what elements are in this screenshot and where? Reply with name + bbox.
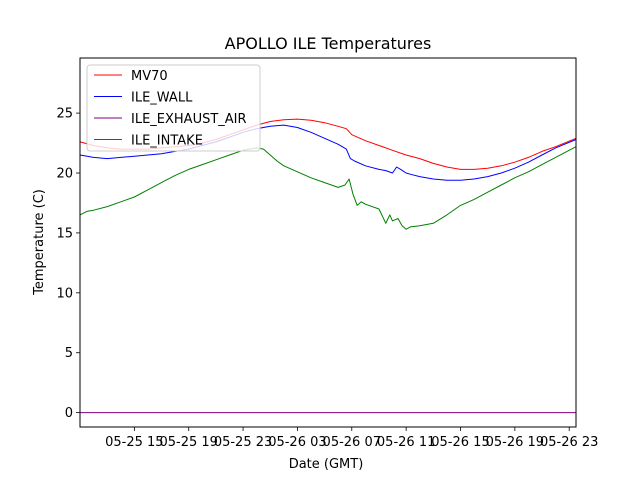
chart-title: APOLLO ILE Temperatures [225,34,432,53]
series-line-ile-intake [79,146,577,230]
legend: MV70 ILE_WALL ILE_EXHAUST_AIR ILE_INTAKE [86,64,261,152]
x-tick-label: 05-25 15 [105,435,163,450]
x-axis-label: Date (GMT) [289,457,364,472]
plot-frame [79,57,577,428]
y-tick-label: 5 [65,346,73,361]
y-tick-label: 15 [56,226,73,241]
x-tick-label: 05-26 23 [540,435,598,450]
x-tick-label: 05-26 03 [268,435,326,450]
y-tick-label: 10 [56,286,73,301]
legend-label-mv70: MV70 [131,69,168,84]
x-tick-label: 05-26 11 [377,435,435,450]
x-tick-label: 05-26 19 [486,435,544,450]
y-tick-label: 20 [56,167,73,182]
legend-label-ile-intake: ILE_INTAKE [131,134,203,149]
x-tick-label: 05-25 19 [159,435,217,450]
x-tick-label: 05-26 15 [431,435,489,450]
legend-label-ile-exhaust-air: ILE_EXHAUST_AIR [131,112,247,127]
legend-box [86,64,261,152]
x-tick-label: 05-26 07 [323,435,381,450]
y-tick-label: 0 [65,406,73,421]
x-tick-label: 05-25 23 [214,435,272,450]
y-axis-label: Temperature (C) [32,189,47,296]
y-tick-label: 25 [56,107,73,122]
legend-label-ile-wall: ILE_WALL [131,91,193,106]
